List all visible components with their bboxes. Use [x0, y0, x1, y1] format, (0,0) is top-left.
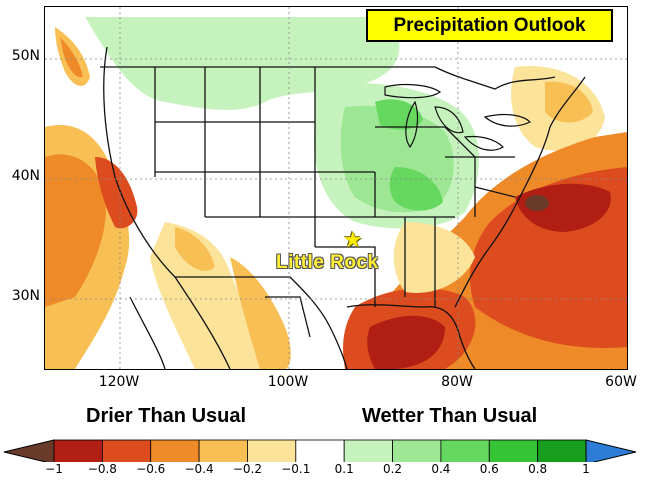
scale-swatch — [247, 439, 297, 462]
latitude-label: 50N — [11, 48, 40, 64]
scale-tick-label: 0.8 — [528, 462, 548, 476]
scale-tick-label: −0.4 — [184, 462, 214, 476]
pacific-dry-core — [45, 154, 106, 307]
scale-swatch — [198, 439, 248, 462]
longitude-label: 100W — [267, 374, 309, 390]
scale-tick-label: 0.4 — [431, 462, 451, 476]
southwest-dry — [150, 222, 270, 369]
scale-swatch — [392, 439, 442, 462]
star-marker-icon: ★ — [343, 227, 363, 252]
precipitation-map-graphic — [45, 7, 627, 369]
scale-tick-label: −0.8 — [87, 462, 117, 476]
longitude-label: 120W — [98, 374, 140, 390]
longitude-label: 60W — [605, 374, 637, 390]
california-dry — [95, 157, 138, 229]
atlantic-extreme-dry — [525, 195, 549, 211]
drier-legend-label: Drier Than Usual — [86, 405, 247, 427]
scale-swatch — [488, 439, 539, 462]
scale-low-extreme — [3, 439, 55, 462]
scale-swatch — [343, 439, 393, 462]
scale-tick-label: 0.2 — [382, 462, 403, 476]
scale-tick-label: −1 — [45, 462, 63, 476]
mexico-dry — [230, 257, 291, 369]
gridlines — [45, 7, 627, 369]
scale-swatch — [53, 439, 103, 462]
scale-tick-label: −0.6 — [136, 462, 166, 476]
great-lakes — [384, 83, 532, 151]
great-lakes-wet — [375, 99, 423, 130]
map-title: Precipitation Outlook — [366, 9, 613, 42]
color-scale-bar — [3, 439, 637, 462]
longitude-label: 80W — [441, 374, 473, 390]
northeast-dry-core — [545, 81, 593, 123]
scale-tick-label: −0.2 — [232, 462, 263, 476]
scale-swatch — [440, 439, 490, 462]
scale-tick-label: 0.6 — [479, 462, 499, 476]
gulf-dry-core — [367, 315, 445, 369]
scale-tick-label: −0.1 — [281, 462, 311, 476]
scale-swatch — [295, 439, 345, 462]
scale-swatch — [101, 439, 152, 462]
city-label: Little Rock — [276, 252, 379, 273]
scale-swatch — [150, 439, 200, 462]
wetter-legend-label: Wetter Than Usual — [362, 405, 538, 427]
scale-tick-label: 1 — [582, 462, 590, 476]
latitude-label: 30N — [11, 288, 40, 304]
southwest-dry-core — [175, 227, 215, 271]
scale-swatch — [537, 439, 587, 462]
latitude-label: 40N — [11, 168, 40, 184]
political-boundaries — [100, 46, 586, 369]
scale-high-extreme — [585, 439, 637, 462]
ohio-valley-wet-core — [389, 167, 443, 211]
nw-coast-dry-core — [60, 37, 83, 78]
outlook-map — [44, 6, 628, 370]
scale-tick-label: 0.1 — [334, 462, 354, 476]
